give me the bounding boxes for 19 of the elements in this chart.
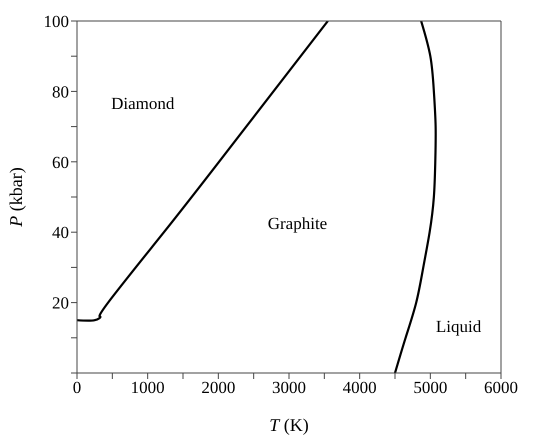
x-tick-label: 3000 bbox=[272, 378, 306, 398]
x-tick-label: 4000 bbox=[342, 378, 377, 398]
y-tick-label: 80 bbox=[52, 82, 69, 102]
x-tick-label: 2000 bbox=[201, 378, 236, 398]
y-tick-label: 60 bbox=[52, 152, 69, 172]
y-tick-label: 100 bbox=[44, 12, 69, 32]
annotation: Graphite bbox=[268, 214, 328, 234]
y-tick-label: 20 bbox=[52, 294, 69, 313]
x-axis-title: T (K) bbox=[269, 415, 309, 435]
line-series bbox=[77, 21, 329, 322]
x-tick-label: 5000 bbox=[413, 378, 448, 398]
x-tick-label: 0 bbox=[72, 378, 82, 398]
line-series bbox=[394, 21, 437, 373]
y-axis-title: P (kbar) bbox=[6, 167, 26, 228]
x-tick-label: 6000 bbox=[484, 378, 518, 398]
annotation: Liquid bbox=[436, 316, 482, 336]
annotation: Diamond bbox=[111, 94, 175, 113]
y-tick-label: 40 bbox=[52, 223, 69, 242]
x-tick-label: 1000 bbox=[130, 378, 165, 398]
